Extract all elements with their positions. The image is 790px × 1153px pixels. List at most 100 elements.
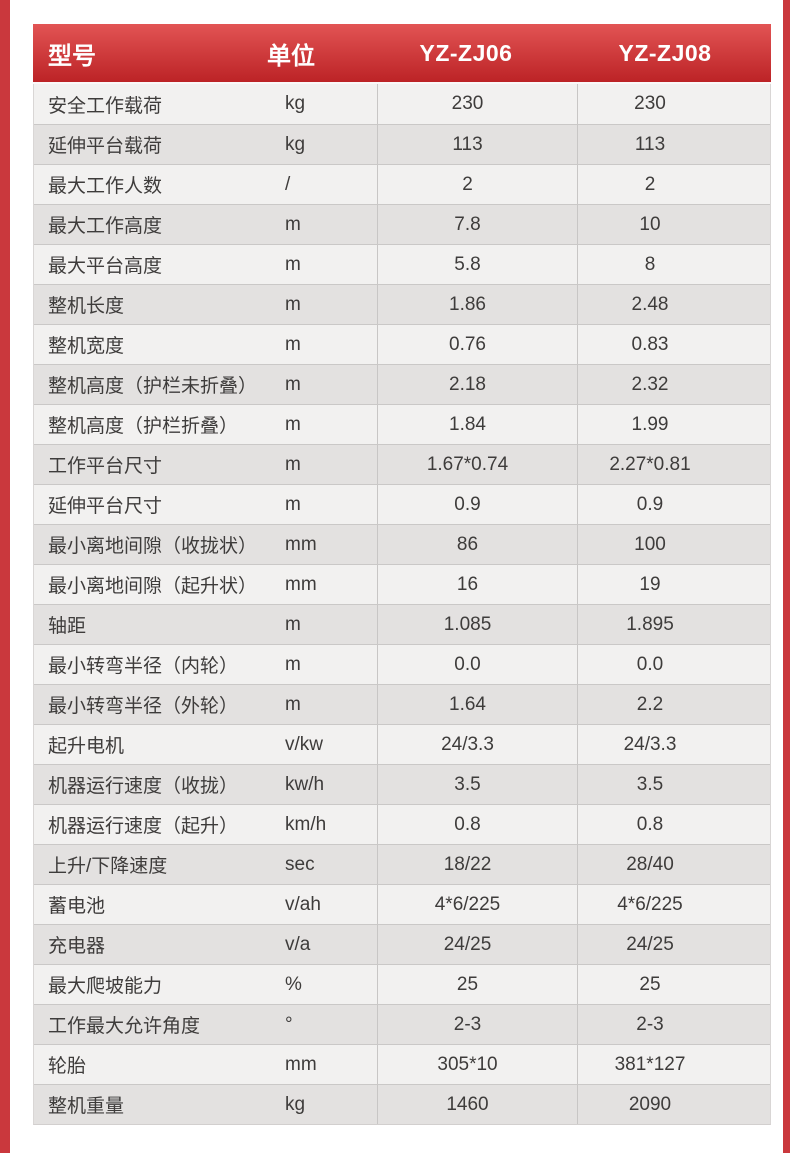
spec-label: 上升/下降速度 [48,856,168,877]
spec-unit: m [285,413,301,435]
spec-row: 工作平台尺寸 m 1.67*0.74 2.27*0.81 [34,444,770,484]
spec-unit: ° [285,1013,293,1035]
spec-value-yz-zj08: 2 [577,165,770,204]
spec-unit: m [285,453,301,475]
spec-row: 机器运行速度（起升） km/h 0.8 0.8 [34,804,770,844]
spec-label: 最大工作人数 [48,176,163,197]
spec-row: 蓄电池 v/ah 4*6/225 4*6/225 [34,884,770,924]
spec-unit: m [285,693,301,715]
spec-label: 最小转弯半径（外轮） [48,696,239,717]
spec-value-yz-zj06: 24/25 [377,925,577,964]
spec-value-yz-zj08: 1.895 [577,605,770,644]
spec-value-yz-zj08: 10 [577,205,770,244]
header-col-model: 型号 [48,42,96,70]
spec-label: 蓄电池 [48,896,106,917]
spec-value-yz-zj06: 113 [377,125,577,164]
spec-row: 延伸平台尺寸 m 0.9 0.9 [34,484,770,524]
spec-unit: m [285,373,301,395]
spec-unit: v/ah [285,893,321,915]
spec-value-yz-zj08: 381*127 [577,1045,770,1084]
spec-value-yz-zj06: 2-3 [377,1005,577,1044]
spec-value-yz-zj08: 2.48 [577,285,770,324]
spec-label: 整机重量 [48,1096,125,1117]
spec-row: 上升/下降速度 sec 18/22 28/40 [34,844,770,884]
spec-table-body: 安全工作载荷 kg 230 230 延伸平台载荷 kg 113 113 最大工作人数/2 2 最大工… [33,84,771,1125]
header-col-unit: 单位 [267,42,315,70]
spec-unit: m [285,213,301,235]
spec-label: 工作平台尺寸 [48,456,163,477]
spec-label: 机器运行速度（起升） [48,816,239,837]
spec-label: 最大平台高度 [48,256,163,277]
spec-value-yz-zj06: 25 [377,965,577,1004]
spec-unit: m [285,493,301,515]
spec-row: 最小转弯半径（内轮） m 0.0 0.0 [34,644,770,684]
spec-label: 延伸平台载荷 [48,136,163,157]
spec-value-yz-zj08: 2090 [577,1085,770,1124]
spec-value-yz-zj06: 86 [377,525,577,564]
spec-value-yz-zj06: 0.76 [377,325,577,364]
spec-unit: / [285,173,291,195]
spec-value-yz-zj06: 1.64 [377,685,577,724]
spec-unit: m [285,333,301,355]
spec-value-yz-zj08: 0.83 [577,325,770,364]
spec-row: 最大工作人数 / 2 2 [34,164,770,204]
spec-value-yz-zj08: 24/3.3 [577,725,770,764]
spec-value-yz-zj06: 4*6/225 [377,885,577,924]
header-col-yz-zj08: YZ-ZJ08 [618,39,712,66]
spec-value-yz-zj08: 0.8 [577,805,770,844]
spec-label: 整机宽度 [48,336,125,357]
spec-label: 最小转弯半径（内轮） [48,656,239,677]
header-col-yz-zj06: YZ-ZJ06 [419,39,513,66]
spec-value-yz-zj08: 8 [577,245,770,284]
spec-value-yz-zj06: 1.67*0.74 [377,445,577,484]
spec-unit: m [285,253,301,275]
spec-row: 延伸平台载荷 kg 113 113 [34,124,770,164]
spec-unit: v/kw [285,733,323,755]
spec-label: 充电器 [48,936,106,957]
spec-row: 最大平台高度 m 5.8 8 [34,244,770,284]
spec-row: 机器运行速度（收拢） kw/h 3.5 3.5 [34,764,770,804]
spec-value-yz-zj08: 2.27*0.81 [577,445,770,484]
spec-value-yz-zj08: 4*6/225 [577,885,770,924]
spec-unit: m [285,293,301,315]
spec-value-yz-zj06: 0.9 [377,485,577,524]
spec-value-yz-zj06: 24/3.3 [377,725,577,764]
spec-value-yz-zj06: 0.0 [377,645,577,684]
spec-value-yz-zj08: 113 [577,125,770,164]
spec-row: 工作最大允许角度 ° 2-3 2-3 [34,1004,770,1044]
spec-label: 整机高度（护栏未折叠） [48,376,258,397]
spec-label: 起升电机 [48,736,125,757]
spec-row: 最小离地间隙（收拢状） mm 86 100 [34,524,770,564]
spec-label: 整机长度 [48,296,125,317]
spec-value-yz-zj08: 1.99 [577,405,770,444]
spec-label: 工作最大允许角度 [48,1016,201,1037]
spec-row: 轮胎 mm 305*10 381*127 [34,1044,770,1084]
spec-label: 机器运行速度（收拢） [48,776,239,797]
spec-value-yz-zj08: 19 [577,565,770,604]
spec-value-yz-zj08: 100 [577,525,770,564]
spec-label: 轮胎 [48,1056,87,1077]
spec-value-yz-zj08: 2-3 [577,1005,770,1044]
spec-value-yz-zj06: 1.86 [377,285,577,324]
spec-row: 整机宽度 m 0.76 0.83 [34,324,770,364]
spec-unit: kw/h [285,773,325,795]
spec-row: 最小转弯半径（外轮） m 1.64 2.2 [34,684,770,724]
spec-label: 最小离地间隙（收拢状） [48,536,258,557]
left-red-border-stripe [0,0,10,1153]
product-spec-table: 型号 单位 YZ-ZJ06 YZ-ZJ08 安全工作载荷 kg 230 230 延伸平台… [33,24,771,1125]
spec-label: 轴距 [48,616,87,637]
spec-row: 起升电机 v/kw 24/3.3 24/3.3 [34,724,770,764]
spec-label: 最大工作高度 [48,216,163,237]
spec-label: 整机高度（护栏折叠） [48,416,239,437]
spec-unit: mm [285,573,317,595]
spec-value-yz-zj06: 1.84 [377,405,577,444]
spec-unit: km/h [285,813,327,835]
spec-label: 最大爬坡能力 [48,976,163,997]
spec-row: 整机高度（护栏未折叠） m 2.18 2.32 [34,364,770,404]
spec-value-yz-zj06: 18/22 [377,845,577,884]
spec-row: 充电器 v/a 24/25 24/25 [34,924,770,964]
spec-value-yz-zj06: 2.18 [377,365,577,404]
spec-row: 最小离地间隙（起升状） mm 16 19 [34,564,770,604]
spec-unit: mm [285,1053,317,1075]
spec-row: 整机长度 m 1.86 2.48 [34,284,770,324]
